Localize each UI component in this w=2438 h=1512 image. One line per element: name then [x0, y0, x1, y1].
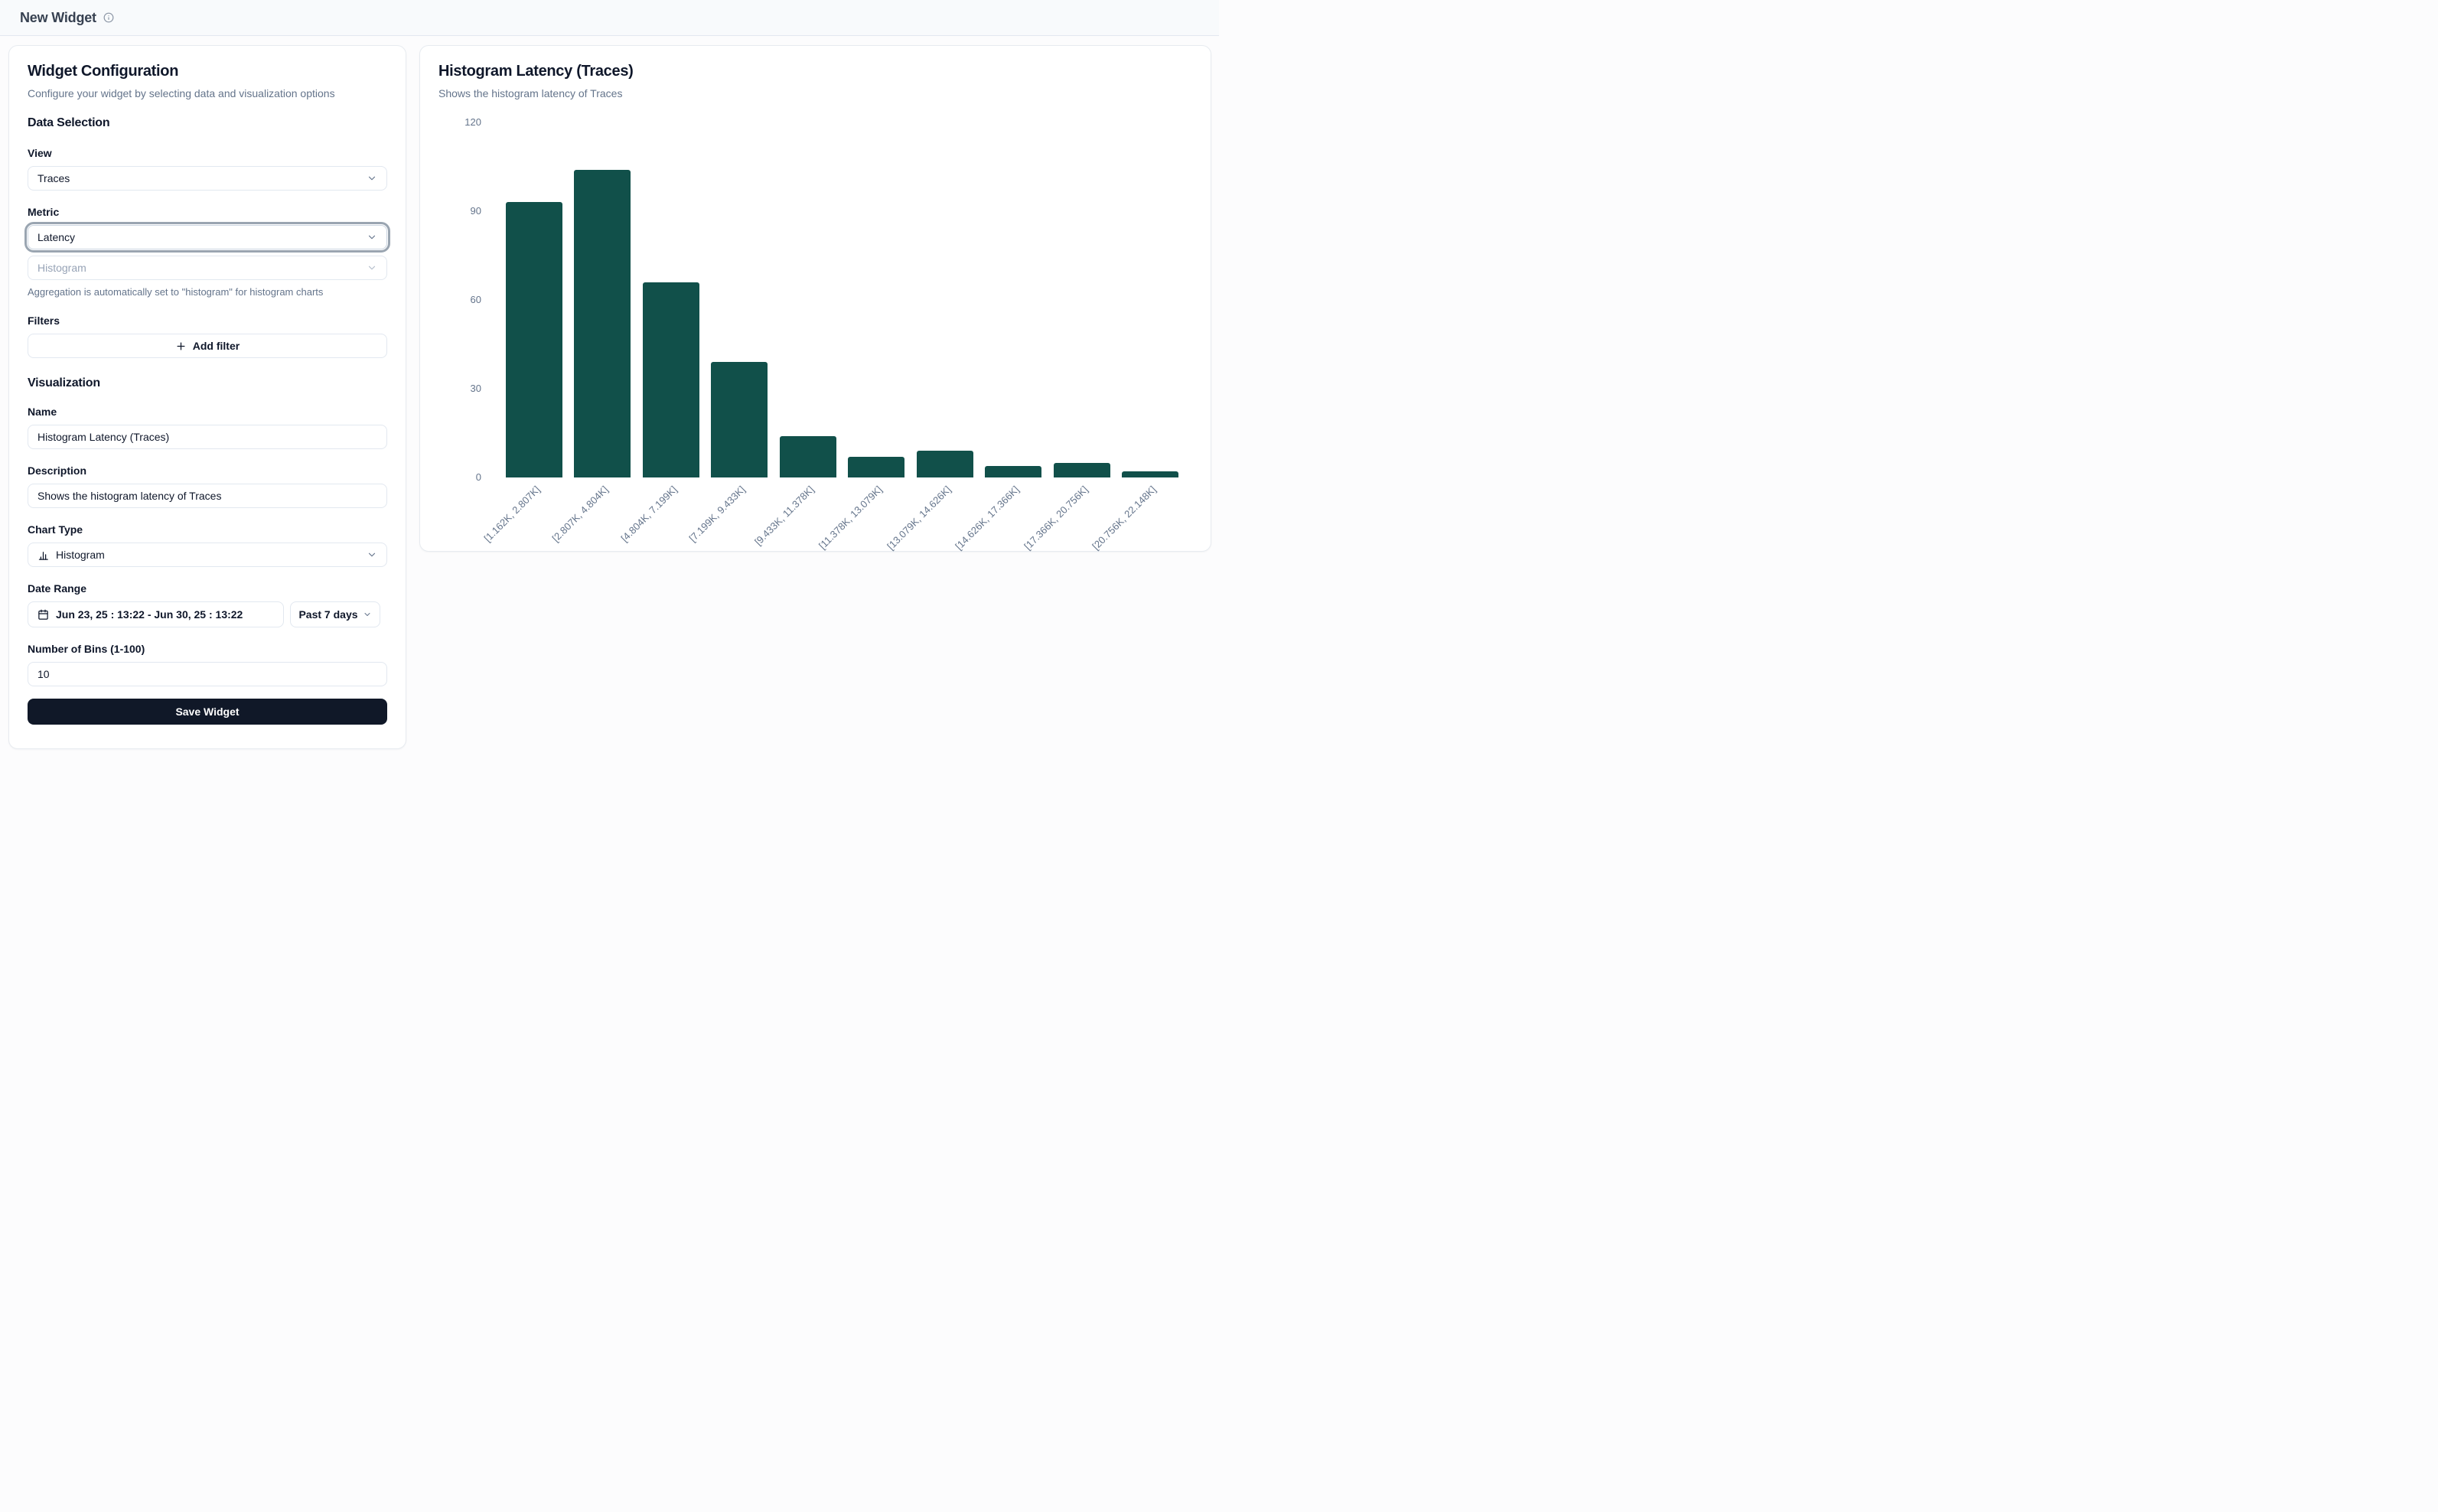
y-tick-label: 0: [475, 471, 481, 483]
metric-select[interactable]: Latency: [24, 222, 390, 253]
chart-type-select-value: Histogram: [56, 549, 105, 561]
metric-select-value: Latency: [37, 231, 76, 243]
preview-subtitle: Shows the histogram latency of Traces: [438, 87, 623, 99]
filters-label: Filters: [28, 314, 60, 327]
aggregation-select-value: Histogram: [37, 262, 86, 274]
histogram-bar: [848, 456, 905, 477]
visualization-heading: Visualization: [28, 376, 100, 389]
histogram-bar-column: [979, 122, 1048, 477]
histogram-bar: [1122, 471, 1179, 477]
chevron-down-icon: [364, 613, 370, 616]
histogram-bar-column: [1048, 122, 1116, 477]
histogram-bar: [916, 451, 973, 477]
description-label: Description: [28, 464, 87, 477]
y-tick-label: 90: [470, 205, 481, 217]
y-axis: 0 30 60 90 120: [438, 116, 481, 483]
histogram-bar: [642, 282, 699, 477]
name-label: Name: [28, 406, 57, 418]
histogram-bar: [1053, 462, 1110, 477]
histogram-bar-column: [843, 122, 911, 477]
calendar-icon: [38, 609, 48, 620]
data-selection-heading: Data Selection: [28, 116, 110, 129]
view-select-value: Traces: [37, 172, 70, 184]
date-preset-value: Past 7 days: [298, 608, 358, 621]
date-range-value: Jun 23, 25 : 13:22 - Jun 30, 25 : 13:22: [56, 608, 243, 621]
page-title: New Widget: [20, 9, 96, 25]
save-widget-button[interactable]: Save Widget: [28, 699, 387, 725]
plus-icon: [177, 342, 185, 350]
chevron-down-icon: [368, 266, 376, 270]
chevron-down-icon: [368, 176, 376, 181]
histogram-chart-icon: [38, 551, 48, 560]
histogram-bar-column: [911, 122, 979, 477]
y-tick-label: 120: [464, 116, 481, 128]
date-range-label: Date Range: [28, 582, 87, 595]
x-axis: [1.162K, 2.807K] [2.807K, 4.804K] [4.804K,…: [481, 477, 1185, 552]
histogram-bar-column: [500, 122, 569, 477]
chart-type-select[interactable]: Histogram: [28, 543, 387, 567]
histogram-bar: [505, 202, 562, 477]
histogram-bar: [711, 362, 768, 477]
view-label: View: [28, 147, 52, 159]
name-input[interactable]: [28, 425, 387, 449]
histogram-plot: [500, 122, 1185, 477]
histogram-bar-column: [706, 122, 774, 477]
add-filter-button[interactable]: Add filter: [28, 334, 387, 358]
y-tick-label: 30: [470, 383, 481, 394]
histogram-bar: [574, 169, 631, 477]
histogram-bar-column: [569, 122, 637, 477]
histogram-bar-column: [637, 122, 706, 477]
y-tick-label: 60: [470, 294, 481, 305]
main-content: Widget Configuration Configure your widg…: [0, 36, 1219, 749]
chevron-down-icon: [368, 552, 376, 557]
histogram-chart: 0 30 60 90 120 [1.162K, 2.807K] [2.807K, 4.80…: [438, 116, 1192, 552]
config-subtitle: Configure your widget by selecting data …: [28, 87, 335, 99]
widget-configuration-panel: Widget Configuration Configure your widg…: [8, 45, 406, 749]
chevron-down-icon: [368, 235, 376, 240]
config-title: Widget Configuration: [28, 63, 179, 80]
chart-type-label: Chart Type: [28, 523, 83, 536]
widget-preview-panel: Histogram Latency (Traces) Shows the his…: [419, 45, 1211, 552]
aggregation-helper-text: Aggregation is automatically set to "his…: [28, 286, 324, 298]
date-preset-select[interactable]: Past 7 days: [290, 601, 380, 627]
date-range-button[interactable]: Jun 23, 25 : 13:22 - Jun 30, 25 : 13:22: [28, 601, 284, 627]
histogram-bar-column: [774, 122, 843, 477]
date-range-row: Jun 23, 25 : 13:22 - Jun 30, 25 : 13:22 …: [28, 601, 387, 627]
page-header: New Widget: [0, 0, 1219, 36]
aggregation-select: Histogram: [28, 256, 387, 280]
bins-label: Number of Bins (1-100): [28, 643, 145, 655]
metric-label: Metric: [28, 206, 60, 218]
histogram-bar: [985, 465, 1042, 477]
description-input[interactable]: [28, 484, 387, 508]
histogram-bar-column: [1116, 122, 1185, 477]
info-icon[interactable]: [103, 12, 114, 23]
view-select[interactable]: Traces: [28, 166, 387, 191]
add-filter-label: Add filter: [192, 340, 240, 352]
bins-input[interactable]: [28, 662, 387, 686]
preview-title: Histogram Latency (Traces): [438, 63, 634, 80]
histogram-bar: [779, 435, 836, 477]
